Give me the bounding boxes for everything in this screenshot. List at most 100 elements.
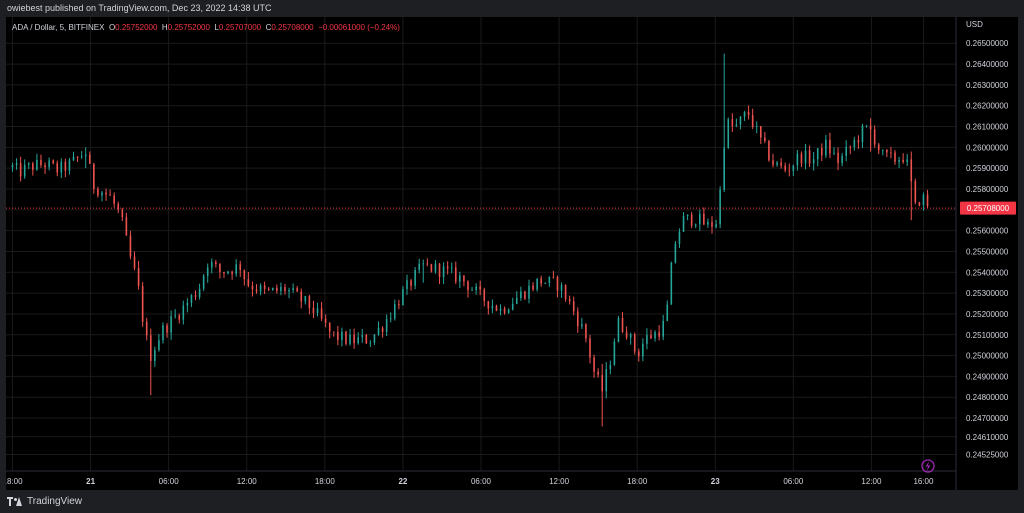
candle-body (442, 266, 445, 277)
chart-area[interactable]: USD 0.26500000 0.26400000 0.26300000 0.26200… (6, 17, 1018, 490)
y-tick-label: 0.26100000 (966, 123, 1009, 132)
candle-body (385, 319, 388, 332)
low-value: 0.25707000 (218, 23, 262, 32)
candle-body (670, 262, 673, 305)
tradingview-brand[interactable]: TradingView (7, 496, 82, 507)
candle-body (792, 165, 795, 172)
candle-body (784, 165, 786, 171)
candle-body (906, 159, 908, 163)
candle-body (621, 318, 624, 332)
candle-body (642, 343, 644, 357)
candle-body (532, 285, 534, 290)
candle-body (125, 217, 128, 236)
candle-body (552, 276, 555, 278)
candle-body (495, 305, 498, 311)
candle-body (357, 337, 359, 344)
candle-body (881, 149, 884, 151)
candle-body (682, 215, 685, 232)
candle-body (698, 213, 701, 225)
candle-body (829, 139, 831, 154)
candle-body (894, 152, 896, 162)
x-tick-label: 12:00 (549, 477, 570, 486)
close-value: 0.25708000 (271, 23, 314, 32)
y-tick-label: 0.26400000 (966, 60, 1009, 69)
candle-body (658, 332, 660, 337)
candle-body (93, 163, 95, 189)
candle-body (304, 296, 307, 302)
candle-body (182, 305, 185, 320)
candle-body (239, 264, 242, 271)
candle-body (711, 221, 713, 228)
candle-body (129, 235, 132, 257)
candle-body (255, 289, 258, 292)
candle-body (109, 194, 111, 196)
candle-body (601, 374, 603, 392)
x-tick-label: 18:00 (6, 477, 23, 486)
candle-body (68, 160, 71, 171)
y-tick-label: 0.25500000 (966, 247, 1009, 256)
candle-body (341, 331, 343, 340)
candle-body (434, 263, 437, 272)
candle-body (869, 125, 872, 130)
candle-body (60, 161, 63, 173)
candle-body (88, 154, 91, 164)
candle-body (853, 140, 856, 148)
candle-body (215, 262, 217, 265)
candle-body (154, 349, 156, 361)
candle-body (15, 163, 18, 165)
candle-body (11, 164, 14, 168)
candle-body (646, 334, 648, 344)
candle-body (288, 289, 290, 292)
candle-body (764, 137, 766, 142)
y-tick-label: 0.26000000 (966, 143, 1009, 152)
candle-body (137, 268, 140, 287)
candle-body (349, 334, 351, 344)
high-value: 0.25752000 (167, 23, 210, 32)
candle-body (48, 160, 50, 168)
candle-body (585, 324, 587, 339)
low-label: L (214, 23, 219, 32)
candle-body (247, 279, 250, 286)
candle-body (723, 147, 725, 190)
y-tick-label: 0.25600000 (966, 227, 1009, 236)
tradingview-logo-icon (7, 496, 23, 507)
candle-body (487, 301, 490, 309)
candle-body (369, 342, 372, 344)
candle-body (739, 116, 742, 125)
candle-body (149, 335, 152, 361)
candle-body (162, 325, 164, 341)
candle-body (637, 351, 640, 357)
y-tick-label: 0.24525000 (966, 451, 1009, 460)
candle-body (568, 299, 571, 302)
candle-body (113, 195, 115, 204)
y-tick-label: 0.24700000 (966, 414, 1009, 423)
candle-body (320, 308, 323, 319)
candle-body (377, 327, 380, 335)
candle-body (166, 325, 168, 333)
candle-body (845, 146, 847, 156)
candle-body (300, 291, 303, 302)
y-tick-label: 0.25300000 (966, 289, 1009, 298)
candle-body (910, 159, 913, 182)
candlestick-chart[interactable]: USD 0.26500000 0.26400000 0.26300000 0.26200… (6, 17, 1018, 490)
candle-body (898, 159, 900, 162)
candle-body (540, 278, 542, 284)
candle-body (80, 156, 83, 158)
candle-body (572, 301, 575, 312)
x-tick-label: 16:00 (913, 477, 934, 486)
candle-body (145, 321, 148, 336)
candle-body (515, 297, 518, 304)
close-label: C (265, 23, 272, 32)
candle-body (528, 285, 530, 299)
candle-body (194, 295, 197, 297)
candle-body (926, 194, 929, 207)
candle-body (886, 149, 888, 153)
candle-body (422, 263, 425, 265)
lightning-bolt (925, 461, 931, 471)
candle-body (633, 334, 636, 352)
candle-body (890, 152, 892, 154)
candle-body (556, 277, 559, 291)
candle-body (776, 162, 778, 165)
candle-body (101, 192, 103, 196)
